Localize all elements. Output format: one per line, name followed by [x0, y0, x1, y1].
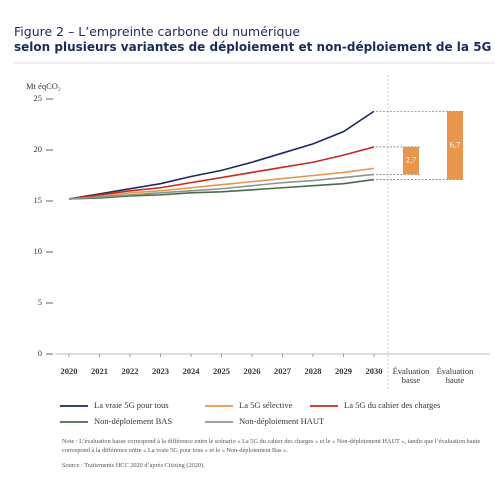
series-line — [68, 173, 375, 200]
series-line — [68, 146, 375, 200]
y-tick-label: 10 — [34, 246, 43, 256]
subtitle: selon plusieurs variantes de déploiement… — [14, 40, 492, 54]
note: Note : L’évaluation basse correspond à l… — [62, 438, 481, 454]
title: Figure 2 – L’empreinte carbone du numéri… — [14, 24, 301, 39]
evaluation-label: Évaluation — [393, 366, 431, 376]
x-tick-label: 2026 — [244, 366, 261, 376]
evaluation-label: haute — [446, 375, 465, 385]
x-tick-label: 2028 — [305, 366, 322, 376]
x-tick-label: 2024 — [183, 366, 201, 376]
x-tick-label: 2022 — [122, 366, 139, 376]
y-tick-label: 25 — [34, 93, 43, 103]
series-line — [68, 178, 375, 200]
x-tick-label: 2030 — [366, 366, 383, 376]
evaluation-label: Évaluation — [437, 366, 475, 376]
y-axis-label: Mt éqCO₂ — [26, 81, 61, 91]
legend-label: La 5G du cahier des charges — [344, 400, 440, 410]
series-line — [68, 167, 375, 200]
x-tick-label: 2025 — [213, 366, 230, 376]
y-tick-label: 15 — [34, 195, 43, 205]
y-tick-label: 20 — [34, 144, 43, 154]
evaluation-bar — [403, 146, 419, 175]
evaluation-value: 6,7 — [450, 139, 461, 149]
evaluation-bar — [447, 111, 463, 180]
x-tick-label: 2027 — [274, 366, 292, 376]
x-tick-label: 2029 — [335, 366, 352, 376]
legend-label: La vraie 5G pour tous — [94, 400, 169, 410]
y-tick-label: 5 — [38, 297, 42, 307]
series-line — [68, 110, 375, 200]
source: Source : Traitements HCC 2020 d’après Ci… — [62, 462, 205, 469]
x-tick-label: 2023 — [152, 366, 169, 376]
y-tick-label: 0 — [38, 348, 42, 358]
x-tick-label: 2020 — [61, 366, 78, 376]
legend-label: Non-déploiement HAUT — [239, 416, 325, 426]
evaluation-value: 2,7 — [406, 155, 417, 165]
evaluation-label: basse — [402, 375, 421, 385]
x-tick-label: 2021 — [91, 366, 108, 376]
legend-label: La 5G sélective — [239, 400, 293, 410]
legend-label: Non-déploiement BAS — [94, 416, 172, 426]
